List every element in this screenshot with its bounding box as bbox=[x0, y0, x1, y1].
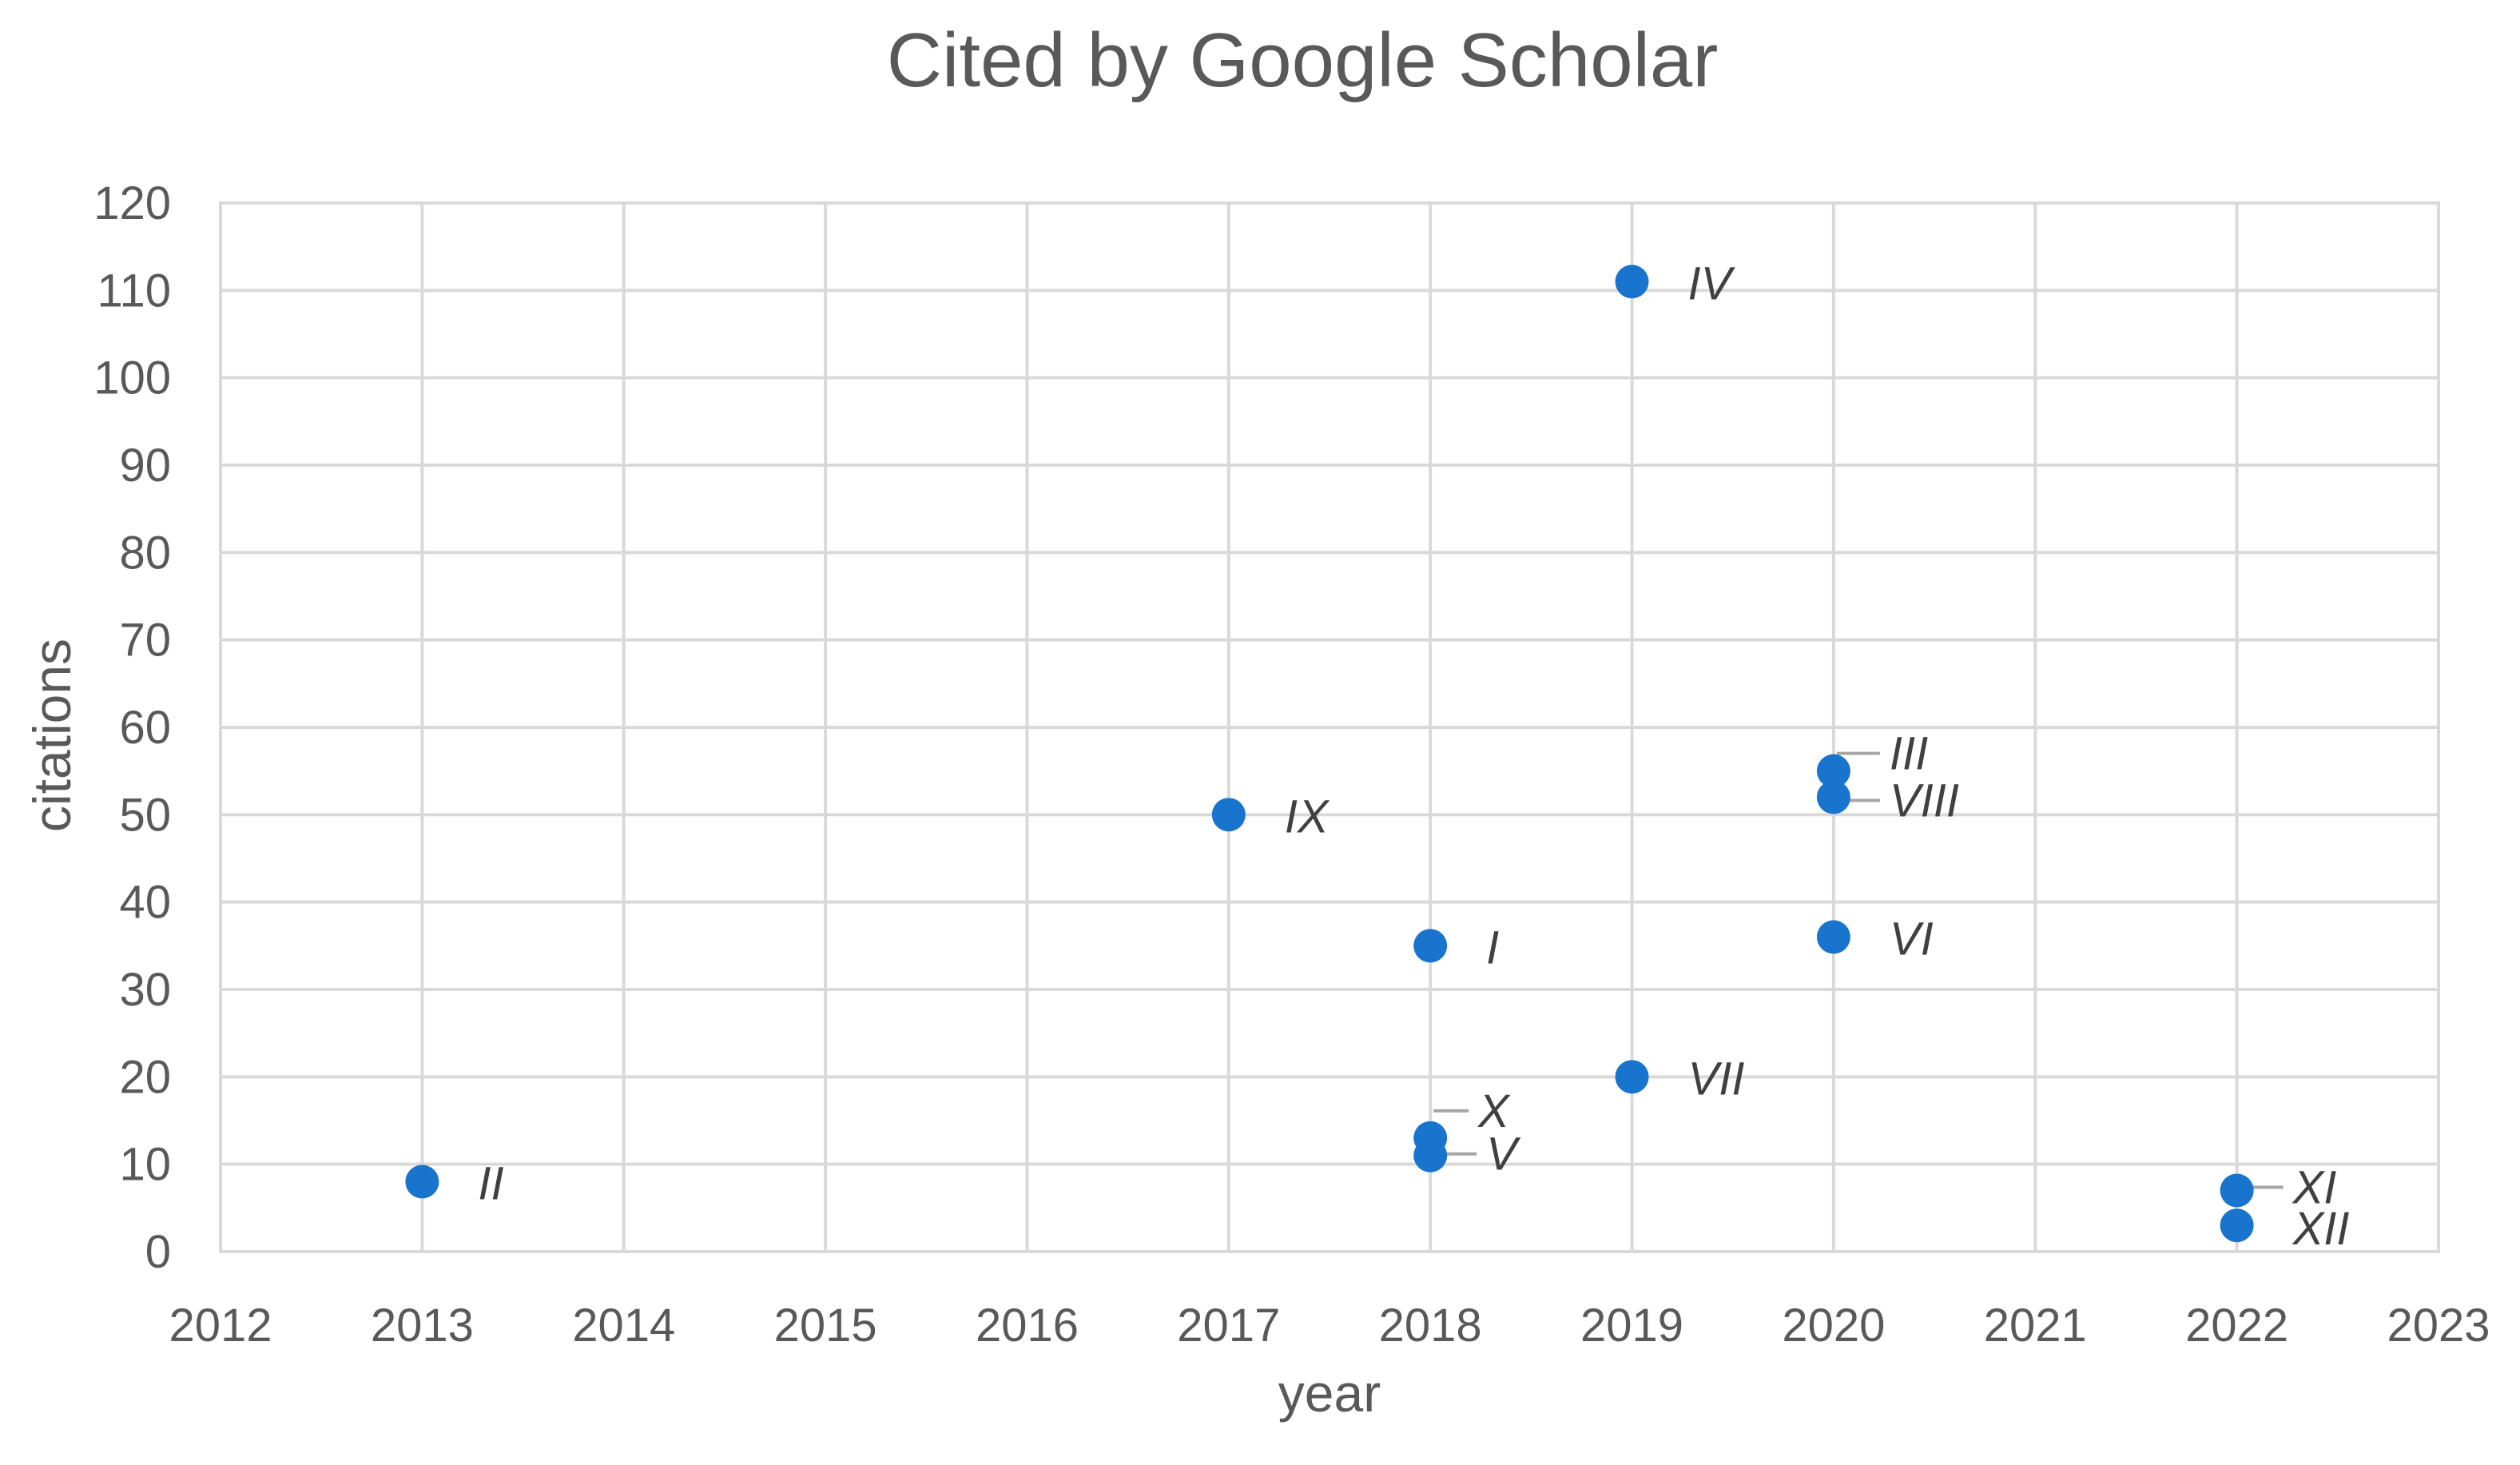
leader-lines bbox=[1433, 751, 2284, 1189]
data-label: VII bbox=[1688, 1053, 1745, 1105]
x-axis-title: year bbox=[1278, 1363, 1381, 1423]
y-tick-label: 120 bbox=[93, 177, 171, 229]
data-label: IX bbox=[1285, 790, 1330, 842]
y-axis-ticks: 0 10 20 30 40 50 60 70 80 90 100 110 120 bbox=[93, 177, 171, 1278]
x-tick-label: 2014 bbox=[572, 1300, 675, 1352]
y-tick-label: 0 bbox=[145, 1226, 171, 1278]
grid-lines bbox=[219, 201, 2440, 1253]
x-tick-label: 2018 bbox=[1379, 1300, 1482, 1352]
x-tick-label: 2015 bbox=[774, 1300, 877, 1352]
x-tick-label: 2023 bbox=[2387, 1300, 2490, 1352]
y-axis-title: citations bbox=[22, 639, 81, 832]
data-label: I bbox=[1486, 922, 1499, 973]
data-point bbox=[1615, 1060, 1649, 1094]
y-tick-label: 20 bbox=[119, 1051, 171, 1103]
plot-area bbox=[219, 201, 2440, 1253]
y-tick-label: 50 bbox=[119, 789, 171, 841]
x-tick-label: 2022 bbox=[2185, 1300, 2288, 1352]
x-tick-label: 2019 bbox=[1580, 1300, 1683, 1352]
y-tick-label: 60 bbox=[119, 702, 171, 754]
y-tick-label: 100 bbox=[93, 352, 171, 404]
y-tick-label: 80 bbox=[119, 527, 171, 579]
data-label: II bbox=[478, 1158, 503, 1210]
data-label: VIII bbox=[1890, 774, 1959, 826]
y-tick-label: 90 bbox=[119, 440, 171, 492]
y-tick-label: 10 bbox=[119, 1139, 171, 1191]
data-label: V bbox=[1486, 1129, 1521, 1180]
y-tick-label: 40 bbox=[119, 877, 171, 929]
data-points bbox=[405, 265, 2254, 1243]
x-tick-label: 2013 bbox=[371, 1300, 474, 1352]
data-label: XI bbox=[2291, 1161, 2337, 1213]
data-point bbox=[1413, 1121, 1448, 1155]
x-tick-label: 2021 bbox=[1984, 1300, 2087, 1352]
y-tick-label: 30 bbox=[119, 964, 171, 1016]
data-point bbox=[2220, 1208, 2254, 1243]
x-axis-ticks: 2012 2013 2014 2015 2016 2017 2018 2019 2020 2021… bbox=[169, 1300, 2490, 1352]
data-label: XII bbox=[2291, 1203, 2350, 1255]
x-tick-label: 2020 bbox=[1782, 1300, 1885, 1352]
data-label: IV bbox=[1688, 257, 1736, 309]
data-label: VI bbox=[1890, 913, 1934, 965]
data-label: III bbox=[1890, 728, 1928, 780]
data-point bbox=[405, 1164, 439, 1199]
data-point bbox=[1615, 265, 1649, 299]
chart-title: Cited by Google Scholar bbox=[887, 18, 1719, 103]
x-tick-label: 2012 bbox=[169, 1300, 272, 1352]
data-point bbox=[1413, 929, 1448, 963]
data-point bbox=[1816, 920, 1850, 954]
data-point bbox=[1816, 780, 1850, 814]
data-point bbox=[2220, 1173, 2254, 1208]
x-tick-label: 2016 bbox=[976, 1300, 1079, 1352]
y-tick-label: 70 bbox=[119, 615, 171, 667]
data-label: X bbox=[1477, 1085, 1511, 1137]
y-tick-label: 110 bbox=[97, 265, 171, 316]
data-point bbox=[1211, 798, 1246, 832]
x-tick-label: 2017 bbox=[1177, 1300, 1280, 1352]
data-point bbox=[1816, 754, 1850, 788]
